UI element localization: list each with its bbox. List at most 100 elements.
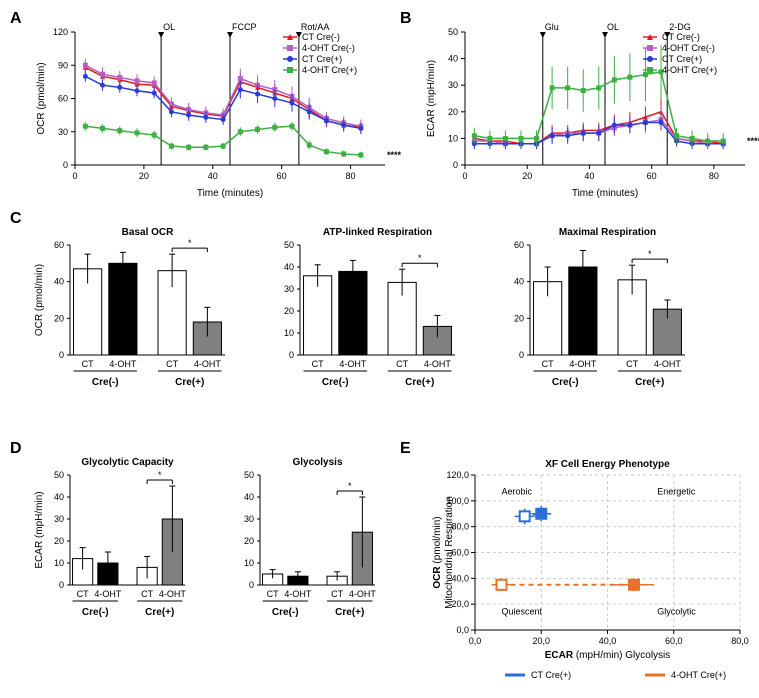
svg-text:ATP-linked Respiration: ATP-linked Respiration [323, 227, 432, 238]
svg-text:0: 0 [453, 160, 458, 170]
svg-text:4-OHT: 4-OHT [424, 359, 452, 369]
svg-text:10: 10 [448, 133, 458, 143]
svg-text:Cre(-): Cre(-) [322, 377, 349, 388]
svg-text:Quiescent: Quiescent [502, 607, 543, 617]
panel-b-chart: 02040608001020304050Time (minutes)ECAR (… [420, 20, 750, 205]
svg-text:Glycolytic Capacity: Glycolytic Capacity [81, 457, 174, 468]
svg-text:Glu: Glu [545, 22, 559, 32]
svg-text:OCR (pmol/min): OCR (pmol/min) [34, 264, 45, 336]
svg-text:20: 20 [284, 306, 294, 316]
svg-text:CT: CT [82, 359, 94, 369]
panel-c-label: C [10, 210, 22, 228]
svg-text:10: 10 [54, 558, 64, 568]
svg-text:Mitochondrial Respiration: Mitochondrial Respiration [444, 496, 455, 609]
panel-c-charts: Basal OCR0204060OCR (pmol/min)CT4-OHTCT4… [30, 225, 750, 430]
svg-text:40: 40 [54, 492, 64, 502]
svg-text:Aerobic: Aerobic [502, 486, 533, 496]
svg-text:*: * [648, 249, 652, 259]
svg-text:Rot/AA: Rot/AA [301, 22, 330, 32]
svg-text:XF Cell Energy Phenotype: XF Cell Energy Phenotype [545, 459, 670, 470]
svg-text:4-OHT Cre(-): 4-OHT Cre(-) [662, 43, 715, 53]
svg-text:20: 20 [448, 107, 458, 117]
svg-text:ECAR (mpH/min) Glycolysis: ECAR (mpH/min) Glycolysis [545, 650, 671, 661]
svg-text:80: 80 [346, 171, 356, 181]
svg-text:4-OHT Cre(-): 4-OHT Cre(-) [302, 43, 355, 53]
svg-text:40: 40 [54, 277, 64, 287]
svg-text:FCCP: FCCP [232, 22, 257, 32]
svg-text:0,0: 0,0 [469, 636, 482, 646]
svg-text:CT Cre(+): CT Cre(+) [662, 54, 702, 64]
svg-text:40,0: 40,0 [599, 636, 617, 646]
panel-e-label: E [400, 440, 411, 458]
svg-text:4-OHT: 4-OHT [159, 589, 187, 599]
svg-text:OCR (pmol/min): OCR (pmol/min) [432, 516, 443, 588]
svg-text:2-DG: 2-DG [669, 22, 691, 32]
svg-text:40: 40 [584, 171, 594, 181]
figure: A B C D E 0204060800306090120Time (minut… [10, 10, 749, 688]
svg-text:****: **** [747, 136, 759, 146]
svg-text:CT: CT [396, 359, 408, 369]
svg-text:CT Cre(+): CT Cre(+) [531, 670, 571, 680]
svg-text:CT: CT [312, 359, 324, 369]
svg-text:OL: OL [607, 22, 619, 32]
svg-text:20: 20 [54, 313, 64, 323]
svg-text:Basal OCR: Basal OCR [122, 227, 174, 238]
svg-text:40: 40 [244, 492, 254, 502]
svg-text:4-OHT: 4-OHT [339, 359, 367, 369]
svg-text:30: 30 [448, 80, 458, 90]
panel-a-chart: 0204060800306090120Time (minutes)OCR (pm… [30, 20, 390, 205]
svg-text:120,0: 120,0 [446, 470, 469, 480]
svg-text:20: 20 [244, 536, 254, 546]
svg-text:20: 20 [139, 171, 149, 181]
svg-text:40: 40 [284, 262, 294, 272]
svg-text:4-OHT: 4-OHT [284, 589, 312, 599]
svg-text:0: 0 [519, 350, 524, 360]
svg-text:20: 20 [54, 536, 64, 546]
svg-text:Glycolytic: Glycolytic [657, 607, 696, 617]
svg-text:Maximal Respiration: Maximal Respiration [559, 227, 656, 238]
svg-text:*: * [158, 470, 162, 480]
svg-text:50: 50 [284, 240, 294, 250]
svg-text:Cre(+): Cre(+) [145, 607, 174, 618]
svg-text:CT: CT [77, 589, 89, 599]
svg-text:50: 50 [448, 27, 458, 37]
svg-text:30: 30 [284, 284, 294, 294]
svg-text:0: 0 [249, 580, 254, 590]
svg-text:CT: CT [626, 359, 638, 369]
svg-text:Time (minutes): Time (minutes) [572, 188, 638, 199]
svg-text:CT: CT [166, 359, 178, 369]
svg-text:CT Cre(-): CT Cre(-) [662, 32, 700, 42]
svg-text:0: 0 [72, 171, 77, 181]
svg-text:60: 60 [58, 94, 68, 104]
svg-text:4-OHT: 4-OHT [109, 359, 137, 369]
svg-text:Cre(+): Cre(+) [405, 377, 434, 388]
svg-text:4-OHT Cre(+): 4-OHT Cre(+) [662, 65, 717, 75]
svg-text:ECAR (mpH/min): ECAR (mpH/min) [34, 491, 45, 568]
panel-d-charts: Glycolytic Capacity01020304050ECAR (mpH/… [30, 455, 390, 680]
svg-text:*: * [348, 481, 352, 491]
svg-text:****: **** [387, 150, 402, 160]
svg-text:Glycolysis: Glycolysis [292, 457, 342, 468]
svg-text:120: 120 [53, 27, 68, 37]
svg-text:4-OHT Cre(+): 4-OHT Cre(+) [302, 65, 357, 75]
svg-text:0: 0 [289, 350, 294, 360]
svg-text:Time (minutes): Time (minutes) [197, 188, 263, 199]
svg-text:50: 50 [54, 470, 64, 480]
svg-text:0: 0 [462, 171, 467, 181]
panel-d-label: D [10, 440, 22, 458]
svg-text:4-OHT Cre(+): 4-OHT Cre(+) [671, 670, 726, 680]
svg-text:CT: CT [331, 589, 343, 599]
svg-text:Cre(+): Cre(+) [335, 607, 364, 618]
svg-text:40: 40 [514, 277, 524, 287]
svg-text:Cre(-): Cre(-) [82, 607, 109, 618]
svg-text:4-OHT: 4-OHT [569, 359, 597, 369]
svg-text:60: 60 [647, 171, 657, 181]
svg-text:OL: OL [163, 22, 175, 32]
svg-text:30: 30 [58, 127, 68, 137]
svg-text:Cre(-): Cre(-) [272, 607, 299, 618]
svg-text:60,0: 60,0 [665, 636, 683, 646]
svg-text:*: * [188, 238, 192, 248]
svg-text:*: * [418, 253, 422, 263]
svg-text:Cre(-): Cre(-) [552, 377, 579, 388]
svg-text:80,0: 80,0 [731, 636, 749, 646]
